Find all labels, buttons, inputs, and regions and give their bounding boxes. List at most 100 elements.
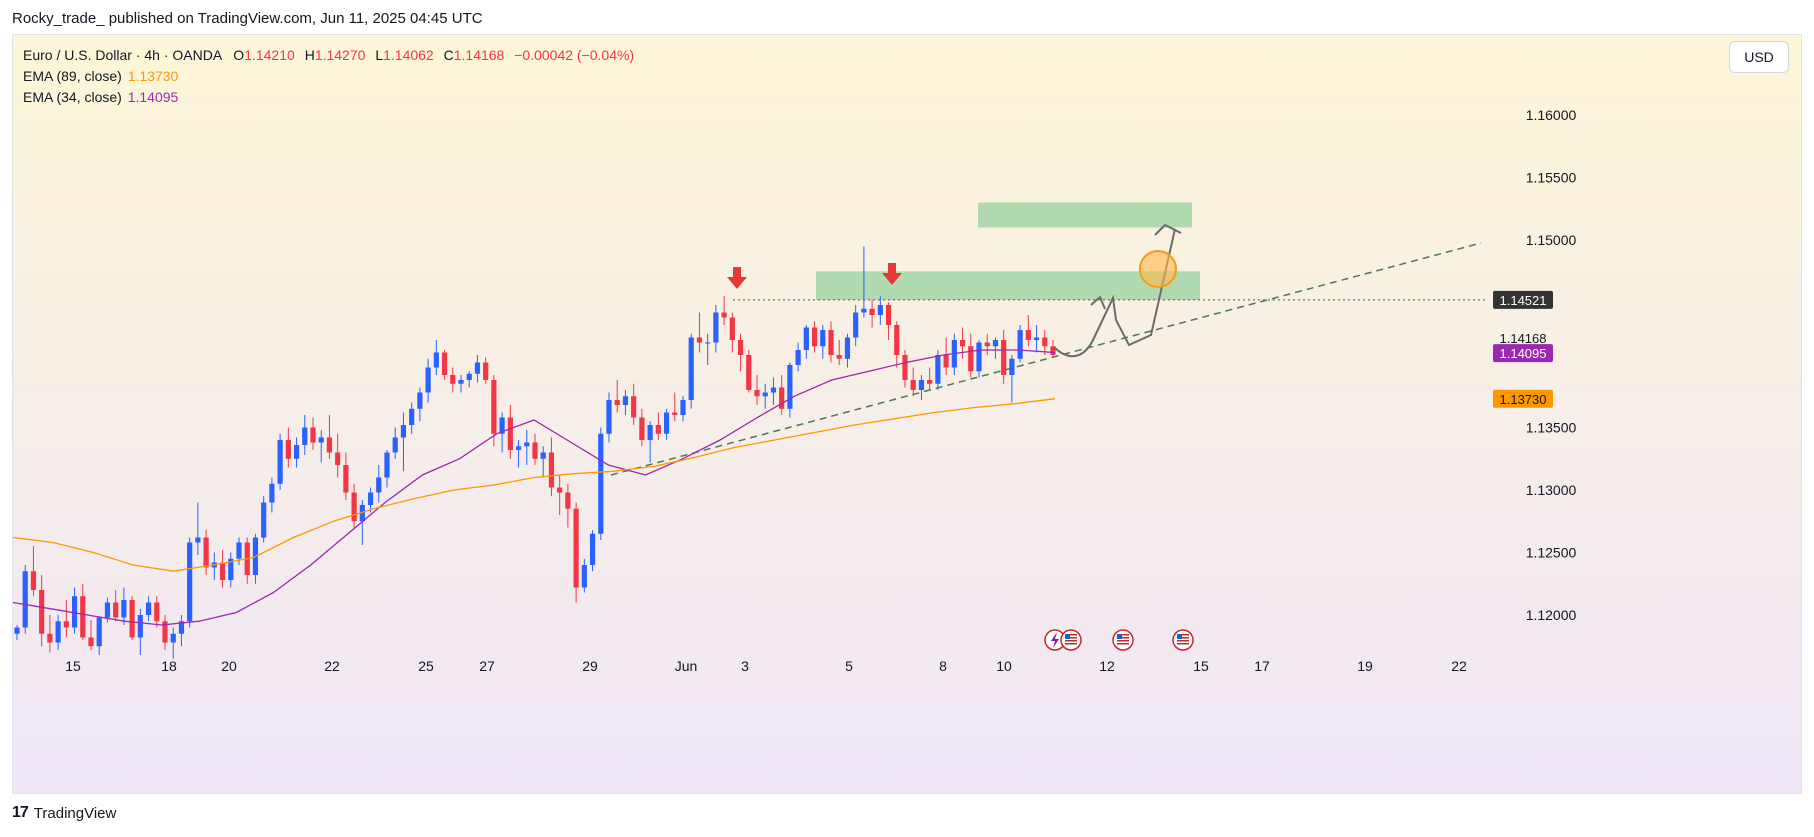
open-value: 1.14210 [244,47,295,63]
candle-body [14,627,20,634]
candle-body [318,437,324,443]
candle [203,530,209,575]
candle [910,367,916,397]
candle-body [754,390,760,397]
candle [770,377,777,405]
candle-body [433,352,439,368]
candle-body [935,355,941,384]
arrow-head [727,277,747,289]
chart-legend: Euro / U.S. Dollar · 4h · OANDA O1.14210… [23,45,634,108]
candle-body [894,325,900,355]
candle [145,596,152,622]
candle-body [88,637,94,647]
candle-body [178,621,185,634]
candle-body [820,330,826,347]
candle-body [795,350,801,365]
candle-body [581,565,587,588]
candle-body [71,596,78,628]
candle [129,596,135,640]
candle-body [672,412,678,415]
candle [121,587,127,625]
candle-body [688,337,694,400]
y-tick-label: 1.12500 [1526,545,1577,561]
legend-row-ema34: EMA (34, close) 1.14095 [23,87,634,108]
currency-button[interactable]: USD [1729,41,1789,73]
candle [598,427,604,540]
x-tick-label: 15 [65,658,81,674]
ema89-line [13,398,1056,572]
price-label-bg [1493,389,1553,408]
candle [1033,325,1040,353]
candle [1017,325,1023,363]
candle [532,433,538,465]
candle-body [647,425,653,440]
candle-body [269,483,275,503]
close-value: 1.14168 [453,47,505,63]
tradingview-logo-text[interactable]: TradingView [33,804,117,822]
x-tick-label: 5 [845,658,853,674]
candle-body [565,492,571,509]
low-value: 1.14062 [383,47,434,63]
y-tick-label: 1.15000 [1526,232,1577,248]
ema34-label[interactable]: EMA (34, close) [23,89,122,105]
candle [277,433,283,490]
candle-body [162,621,168,643]
candle-body [984,342,990,347]
candle-body [713,312,719,343]
candle-body [55,621,61,643]
price-label-text: 1.14095 [1500,346,1547,361]
candle-body [869,308,875,315]
candle-body [22,571,28,628]
symbol-title[interactable]: Euro / U.S. Dollar · 4h · OANDA [23,47,222,63]
candle-body [63,621,69,628]
ema89-label[interactable]: EMA (89, close) [23,68,122,84]
candle [729,312,735,353]
flag-stripe [1117,643,1129,645]
candle-body [779,387,785,409]
candle [828,321,834,363]
candle-body [729,317,735,340]
candle [565,483,571,528]
candle [261,496,267,543]
candle [992,337,999,359]
candle [779,375,785,415]
candle [614,380,620,413]
high-value: 1.14270 [314,47,366,63]
chart-background [13,35,1801,793]
y-tick-label: 1.13000 [1526,482,1577,498]
us-flag-icon [1112,629,1134,651]
candle-body [351,492,357,522]
price-chart[interactable]: 1.16000 1.15500 1.15000 1.13500 1.13000 1.125… [13,35,1802,794]
candle [71,587,78,634]
chart-frame[interactable]: 1.16000 1.15500 1.15000 1.13500 1.13000 1.125… [12,34,1802,794]
candle [507,405,513,459]
candle [861,246,867,318]
candle-body [861,308,867,313]
target-zone [978,202,1192,228]
candle-body [943,355,949,368]
arrow-shaft [888,263,896,273]
candle-body [828,330,834,355]
candle [548,437,555,497]
candle-body [1025,330,1031,340]
candle [688,333,694,409]
candle [178,615,185,647]
candle [820,325,826,359]
candle [787,362,793,418]
candle-body [548,452,555,488]
y-tick-label: 1.12000 [1526,607,1577,623]
candle-body [425,367,431,393]
candle [1050,340,1056,358]
candle [425,358,431,403]
open-label: O [233,47,245,63]
x-tick-label: 25 [418,658,434,674]
candle-body [557,487,563,493]
tradingview-logo-icon[interactable]: 17 [12,804,29,821]
price-label-text: 1.13730 [1500,392,1547,407]
candle-body [927,380,933,384]
change-value: −0.00042 (−0.04%) [514,47,635,63]
candle [721,296,727,325]
candle [96,617,102,655]
candle [762,383,768,409]
candle [515,440,522,468]
